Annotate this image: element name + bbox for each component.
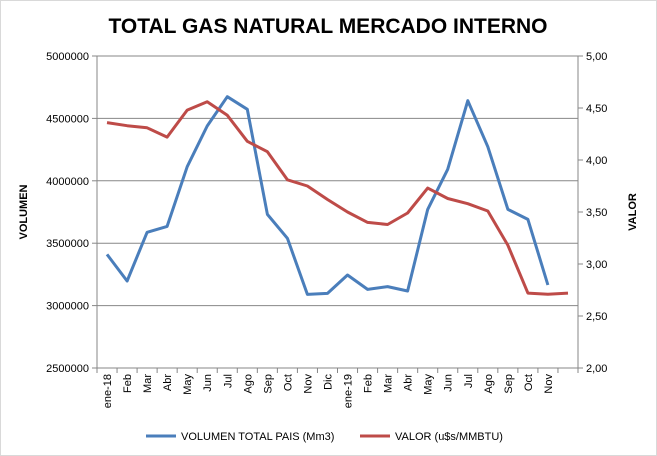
y-tick-label: 3500000 <box>46 238 89 250</box>
y2-tick-label: 3,00 <box>586 259 607 271</box>
y2-axis-label: VALOR <box>627 193 639 231</box>
series-line-0 <box>105 95 550 296</box>
y-tick-label: 3000000 <box>46 301 89 313</box>
x-tick-label: Feb <box>363 374 375 393</box>
x-tick-label: Mar <box>383 374 395 393</box>
x-tick-label: May <box>423 374 435 395</box>
series-line-1 <box>106 100 569 296</box>
y-tick-label: 4000000 <box>46 176 89 188</box>
x-tick-label: Oct <box>523 374 535 391</box>
x-tick-label: Jun <box>443 374 455 392</box>
x-tick-label: Sep <box>262 374 274 394</box>
x-tick-label: Jul <box>222 374 234 388</box>
x-tick-label: ene-19 <box>343 374 355 408</box>
x-tick-label: Feb <box>122 374 134 393</box>
x-tick-label: Jun <box>202 374 214 392</box>
x-tick-label: Abr <box>403 374 415 391</box>
x-tick-label: Jul <box>463 374 475 388</box>
x-tick-label: Dic <box>322 374 334 390</box>
x-tick-label: May <box>182 374 194 395</box>
y2-tick-label: 5,00 <box>586 51 607 63</box>
y2-tick-label: 3,50 <box>586 207 607 219</box>
x-tick-label: Ago <box>483 374 495 394</box>
x-tick-label: Sep <box>503 374 515 394</box>
y-tick-label: 4500000 <box>46 113 89 125</box>
x-tick-label: Ago <box>242 374 254 394</box>
x-tick-label: Nov <box>543 374 555 394</box>
y2-tick-label: 4,50 <box>586 103 607 115</box>
y-tick-label: 2500000 <box>46 363 89 375</box>
legend-label: VALOR (u$s/MMBTU) <box>395 431 503 443</box>
x-tick-label: ene-18 <box>102 374 114 408</box>
x-tick-label: Mar <box>142 374 154 393</box>
x-tick-label: Nov <box>302 374 314 394</box>
y2-tick-label: 4,00 <box>586 155 607 167</box>
x-tick-label: Abr <box>162 374 174 391</box>
y-axis-label: VOLUMEN <box>18 184 30 239</box>
x-tick-label: Oct <box>282 374 294 391</box>
y-tick-label: 5000000 <box>46 51 89 63</box>
y2-tick-label: 2,50 <box>586 311 607 323</box>
chart-title: TOTAL GAS NATURAL MERCADO INTERNO <box>108 15 547 38</box>
legend-label: VOLUMEN TOTAL PAIS (Mm3) <box>181 431 334 443</box>
y2-tick-label: 2,00 <box>586 363 607 375</box>
